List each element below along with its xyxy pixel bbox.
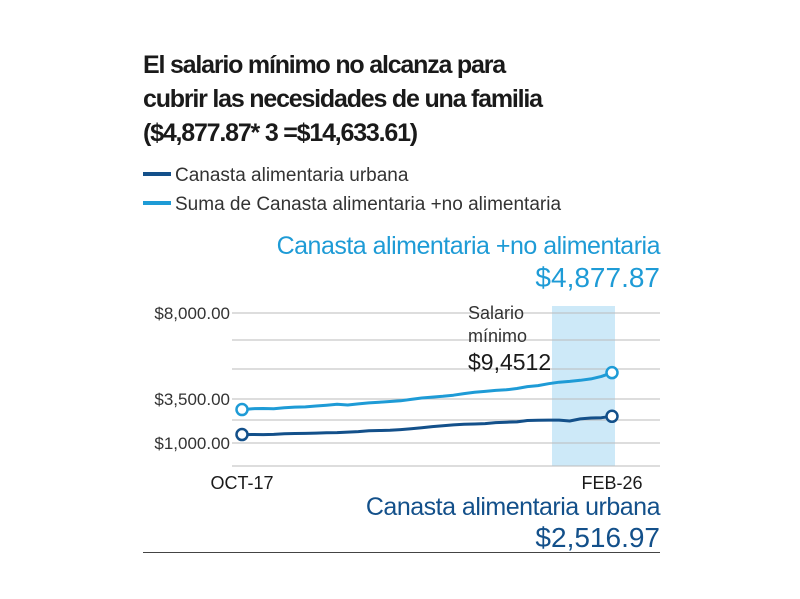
series-end-point-0 <box>605 409 619 424</box>
series-line-0 <box>241 414 613 437</box>
series-start-point-1 <box>235 402 249 417</box>
title-line-2: cubrir las necesidades de una familia <box>143 85 543 113</box>
series-start-point-0 <box>235 427 249 442</box>
highlight-band <box>552 306 615 466</box>
series-end-point-1 <box>605 365 619 380</box>
callout-top-label: Canasta alimentaria +no alimentaria <box>276 232 661 260</box>
title-line-3: ($4,877.87* 3 =$14,633.61) <box>143 119 418 147</box>
series-line-1 <box>241 371 613 412</box>
y-tick-label: $1,000.00 <box>154 434 230 453</box>
bottom-rule <box>143 552 660 553</box>
highlight-value: $9,4512 <box>468 349 551 375</box>
legend-label-light: Suma de Canasta alimentaria +no alimenta… <box>175 194 562 215</box>
callout-bottom-value: $2,516.97 <box>535 522 660 553</box>
legend-swatch-dark <box>143 171 171 176</box>
x-tick-label: FEB-26 <box>581 473 642 493</box>
callout-top-value: $4,877.87 <box>535 262 660 293</box>
legend-swatch-light <box>143 200 171 205</box>
x-tick-label: OCT-17 <box>210 473 273 493</box>
legend-item-dark: Canasta alimentaria urbana <box>143 164 408 188</box>
highlight-label-line-1: Salario <box>468 303 524 323</box>
legend-label-dark: Canasta alimentaria urbana <box>175 165 409 186</box>
legend-item-light: Suma de Canasta alimentaria +no alimenta… <box>143 193 561 217</box>
title-line-1: El salario mínimo no alcanza para <box>143 51 506 79</box>
chart-title: El salario mínimo no alcanza para cubrir… <box>143 48 703 150</box>
highlight-label-line-2: mínimo <box>468 326 527 346</box>
y-tick-label: $3,500.00 <box>154 390 230 409</box>
y-tick-label: $8,000.00 <box>154 304 230 323</box>
callout-bottom-label: Canasta alimentaria urbana <box>365 493 661 521</box>
